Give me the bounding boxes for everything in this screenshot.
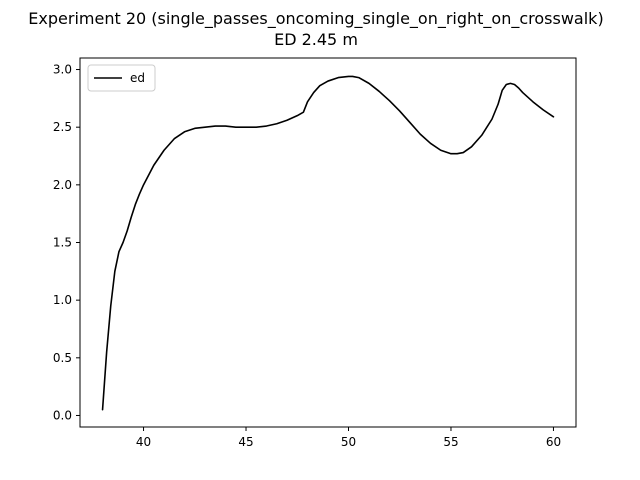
x-tick-label: 55	[443, 435, 458, 449]
y-tick-label: 0.5	[53, 351, 72, 365]
y-tick-label: 2.5	[53, 120, 72, 134]
y-tick-label: 1.5	[53, 236, 72, 250]
y-tick-label: 0.0	[53, 408, 72, 422]
x-tick-label: 60	[546, 435, 561, 449]
plot-area: 40 45 50 55 60 0.0 0.5 1.0 1.5 2.0 2.5 3.0 ed	[53, 57, 577, 449]
y-tick-label: 2.0	[53, 178, 72, 192]
plot-frame	[79, 57, 577, 428]
chart-title: Experiment 20 (single_passes_oncoming_si…	[28, 9, 603, 29]
x-tick-label: 40	[136, 435, 151, 449]
y-tick-label: 3.0	[53, 63, 72, 77]
x-tick-label: 50	[341, 435, 356, 449]
legend-label: ed	[130, 71, 145, 85]
series-line-ed	[101, 75, 555, 411]
y-tick-label: 1.0	[53, 293, 72, 307]
x-tick-label: 45	[238, 435, 253, 449]
chart-subtitle: ED 2.45 m	[274, 30, 358, 49]
